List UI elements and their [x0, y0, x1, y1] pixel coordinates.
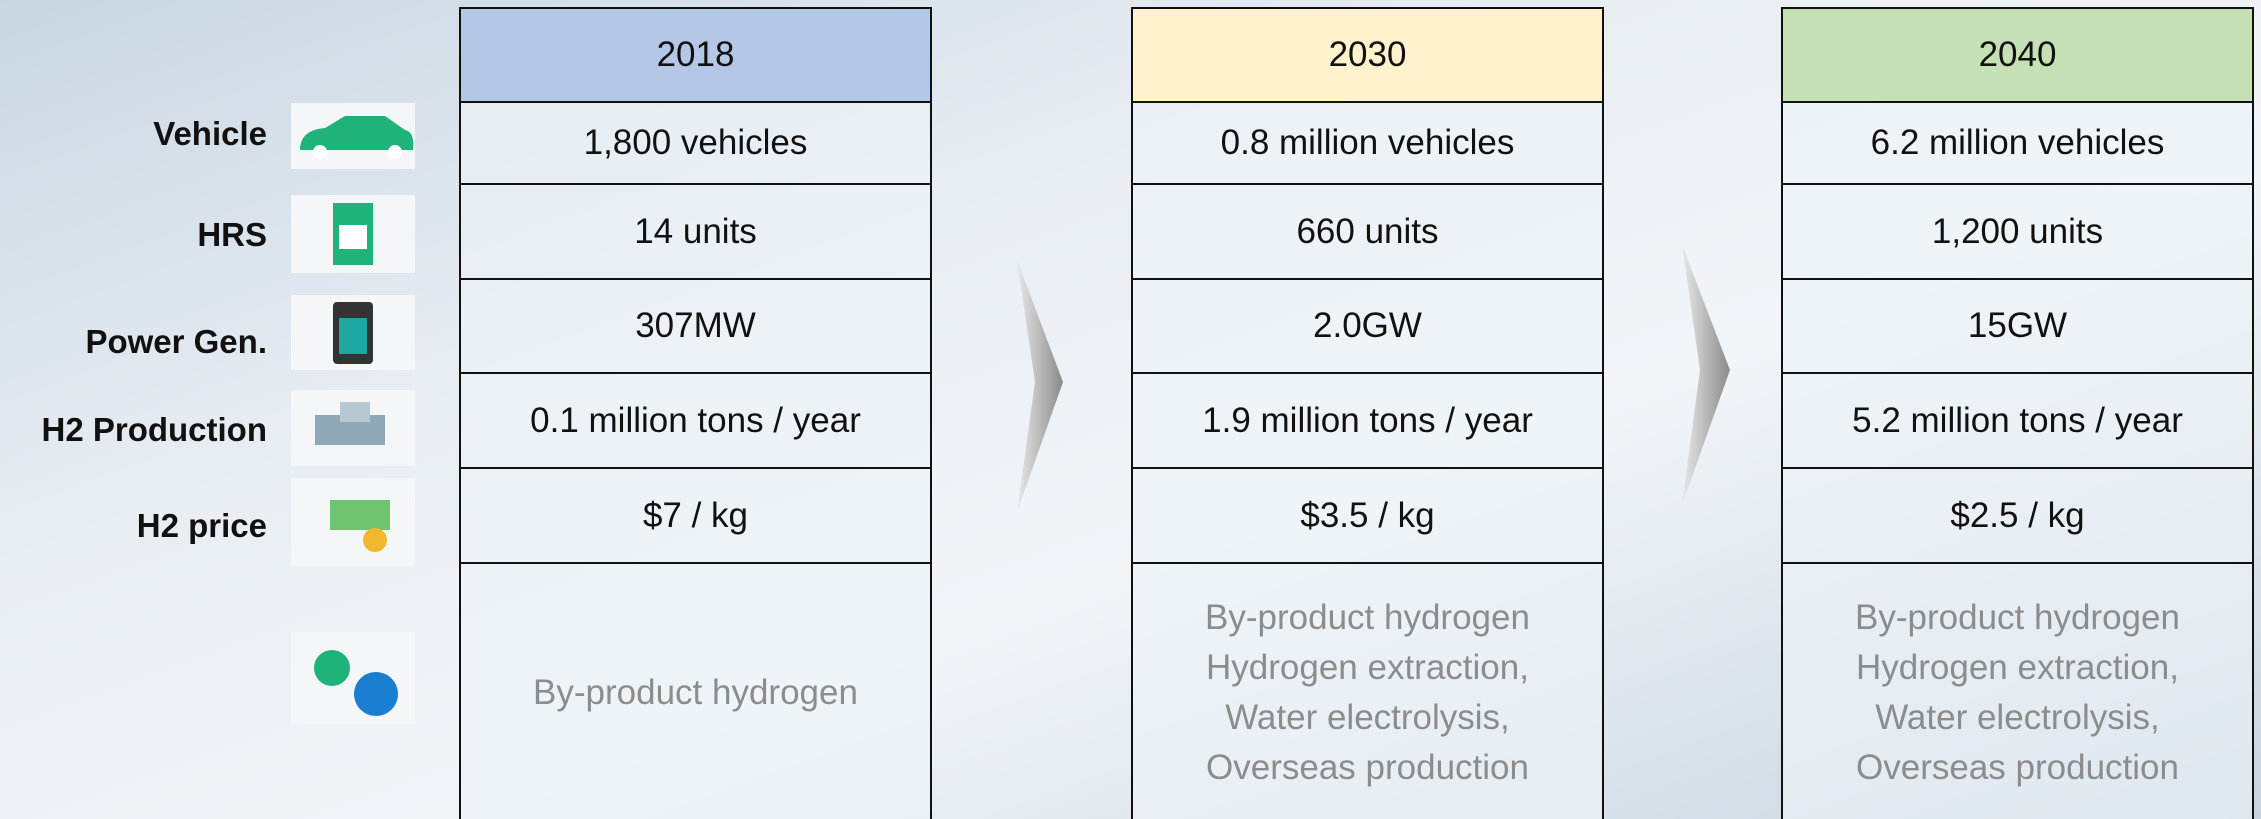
- table-cell: $3.5 / kg: [1131, 467, 1604, 564]
- row-label: Vehicle: [153, 115, 267, 153]
- table-cell: 2.0GW: [1131, 278, 1604, 374]
- row-label: H2 price: [137, 507, 267, 545]
- slide: Vehicle HRS Power Gen. H2 Production H2 pric…: [0, 0, 2261, 819]
- source-line: By-product hydrogen: [533, 668, 858, 718]
- row-label: H2 Production: [41, 411, 267, 449]
- source-line: By-product hydrogen: [1205, 593, 1530, 643]
- source-line: Overseas production: [1206, 743, 1529, 793]
- arrow: [1017, 260, 1063, 512]
- table-cell: 15GW: [1781, 278, 2254, 374]
- table-cell: $2.5 / kg: [1781, 467, 2254, 564]
- icons: [291, 103, 415, 724]
- column-header: 2018: [459, 7, 932, 103]
- table-cell: 5.2 million tons / year: [1781, 372, 2254, 469]
- table-cell: 6.2 million vehicles: [1781, 101, 2254, 185]
- table-cell: 1,200 units: [1781, 183, 2254, 280]
- row-label: Power Gen.: [85, 323, 267, 361]
- row-label: HRS: [197, 216, 267, 254]
- table-cell: $7 / kg: [459, 467, 932, 564]
- source-line: Overseas production: [1856, 743, 2179, 793]
- table-cell: 14 units: [459, 183, 932, 280]
- table-cell: 660 units: [1131, 183, 1604, 280]
- source-line: Hydrogen extraction,: [1206, 643, 1529, 693]
- column-header: 2030: [1131, 7, 1604, 103]
- table-cell: 1,800 vehicles: [459, 101, 932, 185]
- table-cell: 0.8 million vehicles: [1131, 101, 1604, 185]
- source-cell: By-product hydrogen: [459, 562, 932, 819]
- column-header: 2040: [1781, 7, 2254, 103]
- source-line: By-product hydrogen: [1855, 593, 2180, 643]
- source-line: Water electrolysis,: [1225, 693, 1510, 743]
- source-line: Water electrolysis,: [1875, 693, 2160, 743]
- arrow: [1682, 245, 1730, 505]
- table-cell: 0.1 million tons / year: [459, 372, 932, 469]
- table-cell: 1.9 million tons / year: [1131, 372, 1604, 469]
- table-cell: 307MW: [459, 278, 932, 374]
- source-line: Hydrogen extraction,: [1856, 643, 2179, 693]
